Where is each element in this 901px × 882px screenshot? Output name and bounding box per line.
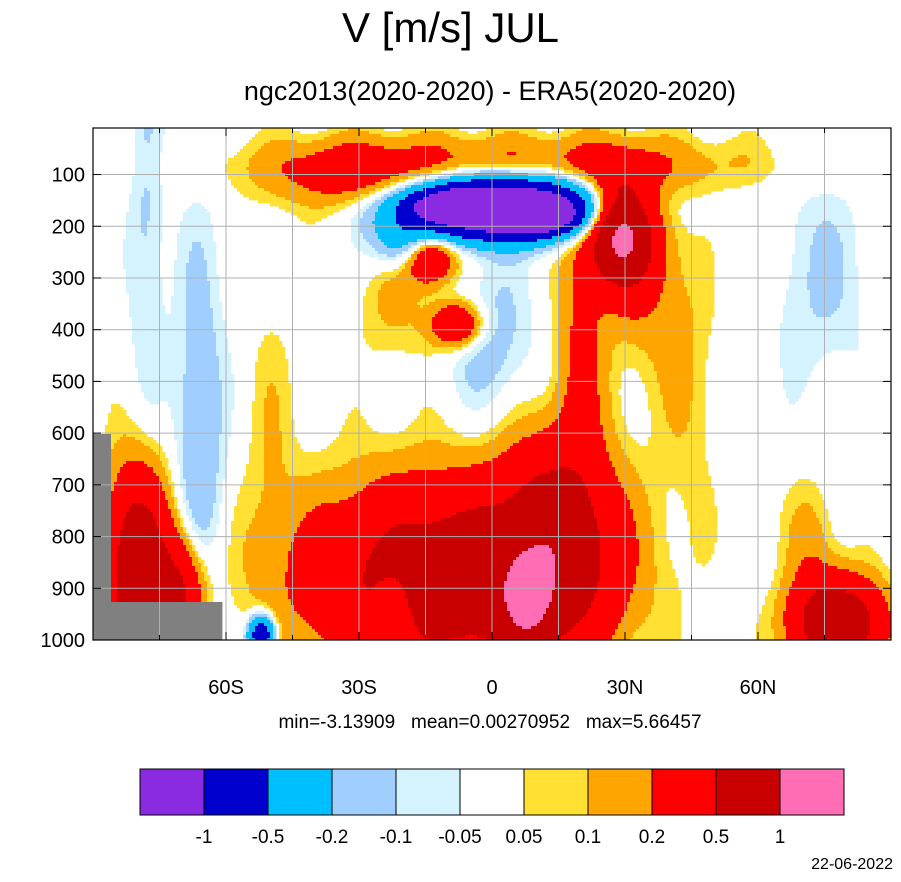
colorbar-swatch [779,768,845,816]
colorbar-label: -0.1 [380,827,413,848]
y-tick-label: 100 [52,165,85,187]
colorbar-swatch [459,768,525,816]
axes: 100 200 300 400 500 600 700 800 900 1000 60S 30S 0 30… [41,128,891,699]
x-tick-label: 30N [607,677,644,699]
colorbar-swatch [651,768,717,816]
stats-line: min=-3.13909 mean=0.00270952 max=5.66457 [0,710,901,736]
colorbar-label: -0.5 [252,827,285,848]
colorbar-swatch [267,768,333,816]
colorbar-label: 0.1 [575,827,601,848]
x-tick-label: 60S [208,677,244,699]
colorbar-swatch [587,768,653,816]
y-tick-label: 700 [52,475,85,497]
colorbar-label: 0.05 [506,827,543,848]
colorbar-label: 1 [775,827,786,848]
colorbar-swatch [331,768,397,816]
chart-subtitle: ngc2013(2020-2020) - ERA5(2020-2020) [0,73,901,109]
colorbar: -1 -0.5 -0.2 -0.1 -0.05 0.05 0.1 0.2 0.5 1 [139,768,845,848]
colorbar-label: 0.2 [639,827,665,848]
y-tick-label: 800 [52,527,85,549]
contour-field [93,128,891,640]
y-tick-label: 600 [52,423,85,445]
colorbar-swatch [715,768,781,816]
y-tick-label: 200 [52,216,85,238]
y-tick-label: 500 [52,371,85,393]
chart-title: V [m/s] JUL [0,2,901,54]
colorbar-label: -0.05 [438,827,481,848]
colorbar-swatch [139,768,205,816]
y-tick-label: 1000 [41,630,86,652]
date-stamp: 22-06-2022 [811,854,893,876]
colorbar-label: -1 [196,827,213,848]
x-tick-label: 30S [341,677,377,699]
x-tick-label: 0 [486,677,497,699]
colorbar-swatch [395,768,461,816]
x-tick-label: 60N [740,677,777,699]
y-tick-label: 300 [52,268,85,290]
colorbar-swatch [203,768,269,816]
colorbar-label: -0.2 [316,827,349,848]
colorbar-swatch [523,768,589,816]
y-tick-label: 400 [52,320,85,342]
colorbar-label: 0.5 [703,827,729,848]
y-tick-label: 900 [52,578,85,600]
